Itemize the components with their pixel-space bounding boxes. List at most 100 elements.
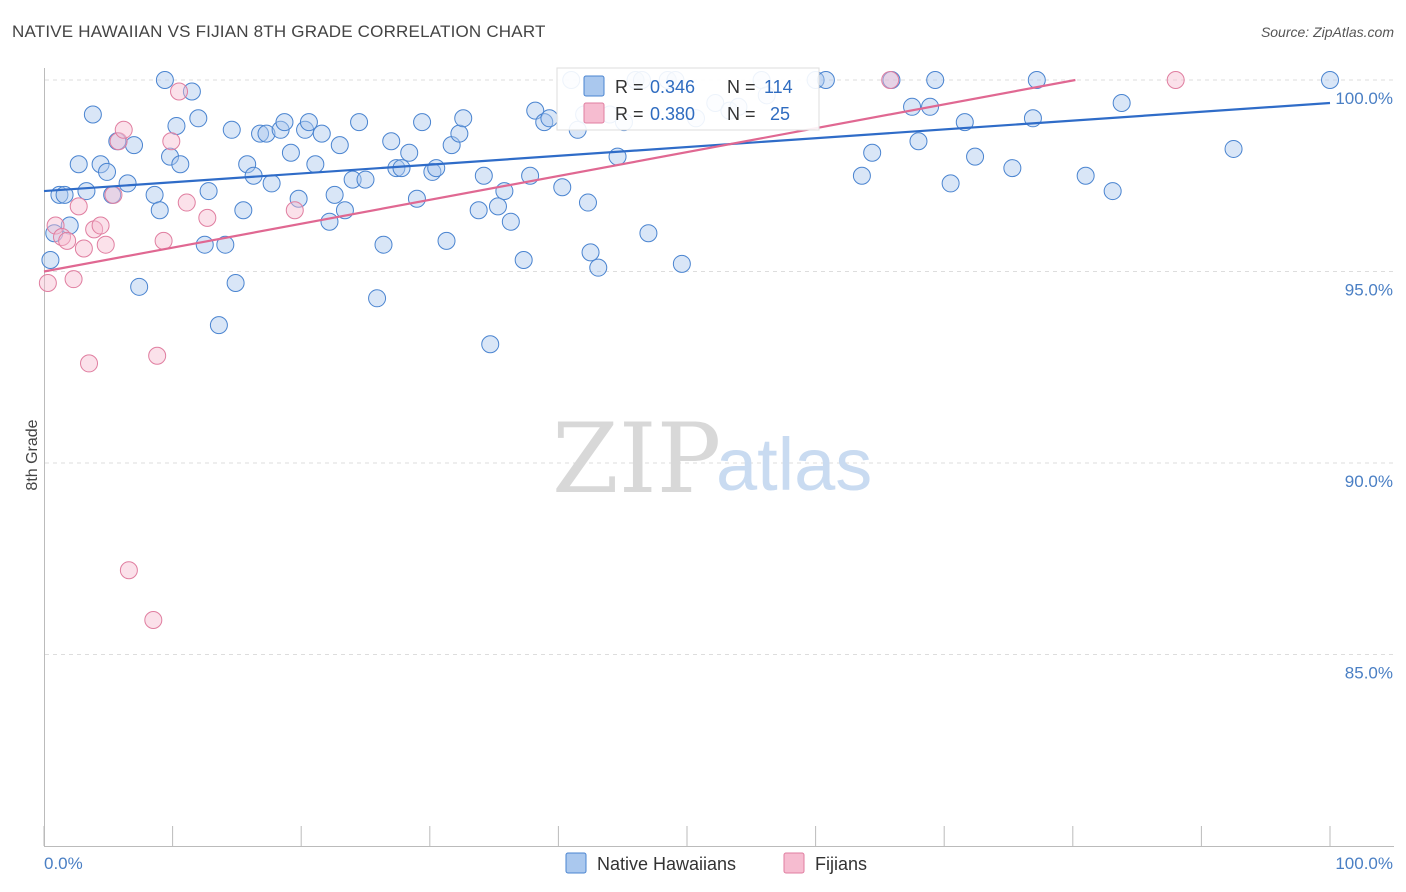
native-hawaiians-point (488, 197, 507, 216)
native-hawaiians-point (413, 113, 432, 132)
native-hawaiians-point (118, 174, 137, 193)
x-tick-label-max: 100.0% (1335, 854, 1393, 873)
native-hawaiians-point (450, 124, 469, 143)
legend-swatch-fijians (783, 852, 805, 874)
native-hawaiians-point (382, 132, 401, 151)
native-hawaiians-point (130, 277, 149, 296)
native-hawaiians-point (195, 235, 214, 254)
stats-r-label-2: R = (615, 104, 644, 124)
native-hawaiians-point (69, 155, 88, 174)
native-hawaiians-point (909, 132, 928, 151)
native-hawaiians-point (903, 97, 922, 116)
fijians-point (114, 120, 133, 139)
stats-r-value-1: 0.346 (650, 77, 695, 97)
native-hawaiians-point (941, 174, 960, 193)
native-hawaiians-point (125, 136, 144, 155)
fijians-point (162, 132, 181, 151)
chart-title: NATIVE HAWAIIAN VS FIJIAN 8TH GRADE CORR… (12, 22, 546, 41)
native-hawaiians-point (672, 254, 691, 273)
y-tick-label: 85.0% (1345, 664, 1393, 683)
fijians-point (96, 235, 115, 254)
native-hawaiians-point (281, 143, 300, 162)
native-hawaiians-point (182, 82, 201, 101)
native-hawaiians-point (501, 212, 520, 231)
native-hawaiians-point (189, 109, 208, 128)
stats-n-value-2: 25 (770, 104, 790, 124)
fijians-point (58, 231, 77, 250)
native-hawaiians-point (1321, 71, 1339, 89)
native-hawaiians-point (257, 124, 276, 143)
native-hawaiians-point (238, 155, 257, 174)
native-hawaiians-point (955, 113, 974, 132)
source-label: Source: ZipAtlas.com (1260, 24, 1394, 40)
fijians-point (170, 82, 189, 101)
native-hawaiians-point (312, 124, 331, 143)
native-hawaiians-point (91, 155, 110, 174)
native-hawaiians-point (216, 235, 235, 254)
fijians-point (177, 193, 196, 212)
native-hawaiians-point (639, 224, 658, 243)
stats-r-value-2: 0.380 (650, 104, 695, 124)
native-hawaiians-point (481, 335, 500, 354)
native-hawaiians-point (77, 182, 96, 201)
native-hawaiians-point (540, 109, 559, 128)
native-hawaiians-point (320, 212, 339, 231)
native-hawaiians-point (578, 193, 597, 212)
fijians-point (46, 216, 65, 235)
native-hawaiians-point (553, 178, 572, 197)
y-tick-label: 95.0% (1345, 281, 1393, 300)
native-hawaiians-point (83, 105, 102, 124)
fijians-point (74, 239, 93, 258)
bottom-legend: Native Hawaiians Fijians (565, 852, 867, 874)
native-hawaiians-point (926, 71, 945, 89)
native-hawaiians-point (374, 235, 393, 254)
stats-swatch-native-hawaiians (583, 75, 605, 97)
native-hawaiians-point (400, 143, 419, 162)
native-hawaiians-point (325, 185, 344, 204)
fijians-point (91, 216, 110, 235)
native-hawaiians-point (330, 136, 349, 155)
native-hawaiians-point (863, 143, 882, 162)
native-hawaiians-point (209, 316, 228, 335)
native-hawaiians-point (98, 162, 117, 181)
native-hawaiians-point (199, 182, 218, 201)
legend-label-native-hawaiians: Native Hawaiians (597, 854, 736, 874)
native-hawaiians-point (1103, 182, 1122, 201)
native-hawaiians-point (234, 201, 253, 220)
fijians-point (64, 270, 83, 289)
native-hawaiians-point (581, 243, 600, 262)
native-hawaiians-point (1076, 166, 1095, 185)
trend-line-native-hawaiians (43, 101, 1331, 193)
native-hawaiians-point (262, 174, 281, 193)
legend-label-fijians: Fijians (815, 854, 867, 874)
fijians-point (1166, 71, 1185, 89)
native-hawaiians-point (41, 251, 60, 270)
fijians-point (154, 231, 173, 250)
fijians-point (881, 71, 900, 89)
native-hawaiians-point (275, 113, 294, 132)
stats-n-label-2: N = (727, 104, 756, 124)
native-hawaiians-point (966, 147, 985, 166)
native-hawaiians-point (368, 289, 387, 308)
native-hawaiians-point (1112, 93, 1131, 112)
y-tick-label: 90.0% (1345, 472, 1393, 491)
native-hawaiians-point (222, 120, 241, 139)
fijians-point (148, 346, 167, 365)
legend-swatch-native-hawaiians (565, 852, 587, 874)
native-hawaiians-point (1224, 139, 1243, 158)
fijians-point (38, 273, 57, 292)
stats-legend-box: R = 0.346 N = 114 R = 0.380 N = 25 (556, 67, 820, 131)
native-hawaiians-point (852, 166, 871, 185)
fijians-point (69, 197, 88, 216)
stats-n-label-1: N = (727, 77, 756, 97)
native-hawaiians-point (226, 273, 245, 292)
fijians-point (198, 208, 217, 227)
x-axis-ticks (43, 826, 1331, 846)
fijians-point (119, 561, 138, 580)
fijians-point (104, 185, 123, 204)
series-fijians (38, 71, 1185, 630)
stats-swatch-fijians (583, 102, 605, 124)
fijians-point (80, 354, 99, 373)
watermark: ZIP atlas (552, 403, 872, 515)
